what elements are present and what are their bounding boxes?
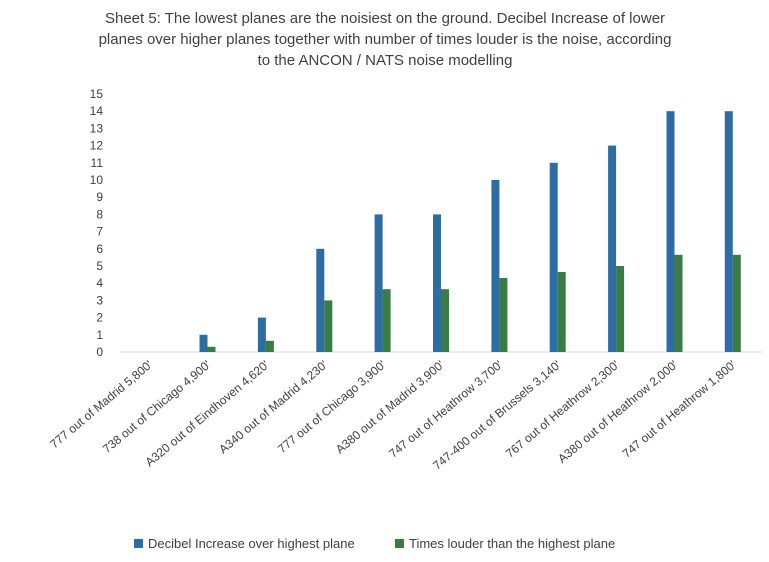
- bar-decibel-increase: [724, 111, 733, 352]
- bars: [199, 111, 741, 352]
- bar-times-louder: [674, 254, 683, 352]
- x-tick-label: 777 out of Chicago 3,900': [275, 358, 388, 456]
- bar-times-louder: [324, 300, 333, 352]
- x-tick-label: A380 out of Heathrow 2,000': [555, 358, 680, 466]
- y-tick-label: 11: [91, 156, 104, 170]
- bar-decibel-increase: [433, 214, 441, 352]
- y-tick-label: 10: [90, 173, 104, 187]
- chart-title-line-1: Sheet 5: The lowest planes are the noisi…: [104, 10, 666, 27]
- bar-times-louder: [499, 278, 508, 352]
- legend-swatch-decibel: [134, 539, 143, 548]
- y-tick-label: 7: [96, 225, 103, 239]
- y-tick-label: 3: [96, 293, 103, 307]
- bar-times-louder: [441, 289, 449, 352]
- x-tick-label: A380 out of Madrid 3,900': [333, 358, 447, 457]
- x-tick-label: 767 out of Heathrow 2,300': [503, 358, 622, 461]
- x-tick-label: A320 out of Eindhoven 4,620': [142, 358, 271, 470]
- bar-decibel-increase: [608, 145, 617, 352]
- y-tick-label: 2: [96, 311, 103, 325]
- y-tick-label: 9: [96, 190, 103, 204]
- bar-times-louder: [732, 254, 741, 352]
- legend-item-decibel: Decibel Increase over highest plane: [134, 536, 355, 551]
- legend-label-times-louder: Times louder than the highest plane: [409, 536, 616, 551]
- y-tick-label: 15: [90, 87, 104, 101]
- y-tick-label: 1: [96, 328, 103, 342]
- y-tick-label: 14: [90, 104, 104, 118]
- bar-decibel-increase: [374, 214, 383, 352]
- bar-decibel-increase: [257, 317, 266, 352]
- chart-title-line-2: planes over higher planes together with …: [98, 31, 672, 48]
- bar-times-louder: [557, 272, 566, 352]
- legend-item-times-louder: Times louder than the highest plane: [395, 536, 615, 551]
- y-tick-label: 8: [96, 207, 103, 221]
- legend-label-decibel: Decibel Increase over highest plane: [148, 536, 355, 551]
- chart-title: Sheet 5: The lowest planes are the noisi…: [30, 8, 740, 71]
- bar-decibel-increase: [316, 248, 325, 352]
- x-tick-label: 777 out of Madrid 5,800': [47, 358, 155, 452]
- chart-title-line-3: to the ANCON / NATS noise modelling: [257, 52, 513, 69]
- bar-times-louder: [616, 266, 625, 352]
- bar-decibel-increase: [199, 334, 208, 352]
- x-tick-label: 747 out of Heathrow 1,800': [620, 358, 739, 461]
- x-tick-label: 747 out of Heathrow 3,700': [386, 358, 505, 461]
- y-tick-label: 0: [96, 345, 103, 359]
- bar-decibel-increase: [666, 111, 675, 352]
- x-axis-labels: 777 out of Madrid 5,800'738 out of Chica…: [47, 358, 738, 473]
- bar-times-louder: [265, 340, 274, 352]
- y-tick-label: 5: [96, 259, 103, 273]
- bar-times-louder: [382, 289, 391, 352]
- y-tick-label: 6: [96, 242, 103, 256]
- legend-swatch-times-louder: [395, 539, 404, 548]
- y-tick-label: 13: [90, 121, 104, 135]
- y-tick-label: 12: [90, 139, 104, 153]
- bar-decibel-increase: [549, 162, 558, 352]
- bar-times-louder: [207, 346, 216, 352]
- y-tick-label: 4: [96, 276, 103, 290]
- x-tick-label: 738 out of Chicago 4,900': [100, 358, 213, 456]
- bar-decibel-increase: [491, 180, 500, 352]
- x-tick-label: A340 out of Madrid 4,230': [216, 358, 330, 457]
